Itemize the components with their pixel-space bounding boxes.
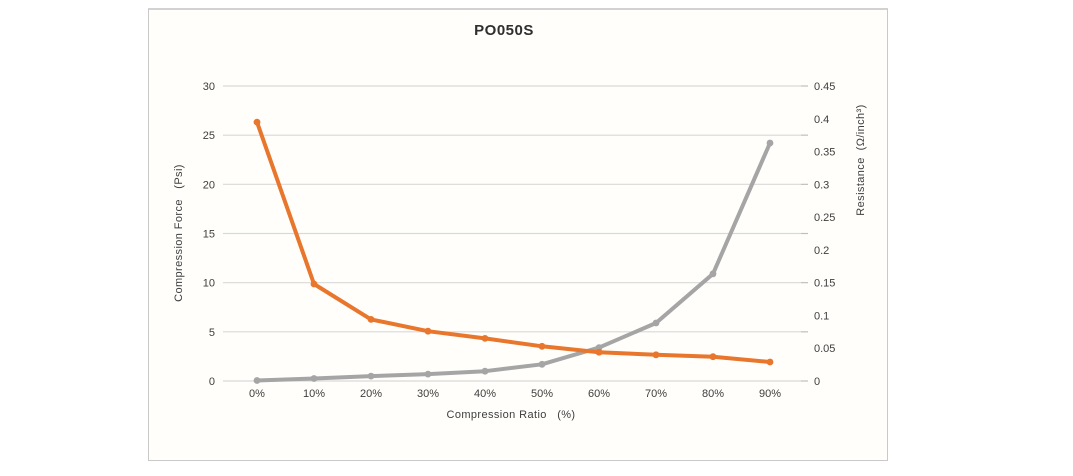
resistance-marker: [310, 280, 318, 288]
right-axis-tick-label: 0.15: [814, 278, 835, 290]
right-axis-tick-label: 0.1: [814, 310, 829, 322]
right-axis-tick-label: 0.3: [814, 179, 829, 191]
right-axis-tick-label: 0.4: [814, 114, 829, 126]
left-axis-tick-label: 0: [209, 376, 215, 388]
right-axis-tick-label: 0.2: [814, 245, 829, 257]
resistance-marker: [595, 348, 603, 356]
resistance-marker: [538, 342, 546, 350]
compression-force-marker: [538, 360, 546, 368]
left-axis-tick-label: 20: [203, 179, 215, 191]
x-axis-tick-label: 50%: [531, 388, 553, 400]
left-axis-tick-label: 30: [203, 81, 215, 93]
chart-canvas: 0 5 10 15 20 25 30 0 0.05 0.1 0.15 0.2 0.25 0.3 0.35 0.…: [203, 81, 836, 400]
resistance-marker: [424, 327, 432, 335]
x-axis-tick-label: 70%: [645, 388, 667, 400]
right-axis-tick-label: 0.35: [814, 147, 835, 159]
compression-force-line: [255, 141, 772, 383]
left-axis-tick-label: 25: [203, 130, 215, 142]
resistance-marker: [367, 316, 375, 323]
x-axis-tick-label: 20%: [360, 388, 382, 400]
right-axis-tick-label: 0.45: [814, 81, 835, 93]
resistance-marker: [253, 118, 261, 126]
x-axis-tick-label: 0%: [249, 388, 265, 400]
compression-force-marker: [367, 372, 375, 380]
compression-force-marker: [481, 367, 489, 375]
x-axis-tick-label: 10%: [303, 388, 325, 400]
x-axis-title: Compression Ratio (%): [446, 409, 576, 421]
chart-title: PO050S: [474, 22, 534, 39]
resistance-marker: [709, 353, 717, 361]
left-axis-tick-label: 15: [203, 229, 215, 241]
compression-force-marker: [253, 377, 261, 384]
x-axis-tick-label: 90%: [759, 388, 781, 400]
resistance-line: [255, 120, 772, 364]
resistance-marker: [766, 358, 774, 366]
right-axis-tick-label: 0.05: [814, 343, 835, 355]
x-axis-tick-label: 40%: [474, 388, 496, 400]
x-axis-tick-label: 30%: [417, 388, 439, 400]
x-axis-tick-label: 80%: [702, 388, 724, 400]
compression-force-marker: [652, 319, 660, 327]
compression-force-marker: [766, 139, 774, 147]
resistance-marker: [481, 335, 489, 342]
x-axis-tick-label: 60%: [588, 388, 610, 400]
right-axis-tick-label: 0: [814, 376, 820, 388]
right-axis-title: Resistance (Ω/inch³): [855, 104, 867, 216]
resistance-marker: [652, 351, 660, 359]
compression-force-marker: [709, 270, 717, 278]
compression-force-marker: [310, 375, 318, 382]
left-axis-tick-label: 10: [203, 278, 215, 290]
chart-container: PO050S Compression Force (Psi) Resistanc…: [148, 8, 888, 461]
left-axis-title: Compression Force (Psi): [173, 164, 185, 302]
compression-force-marker: [424, 370, 432, 378]
left-axis-tick-label: 5: [209, 327, 215, 339]
right-axis-tick-label: 0.25: [814, 212, 835, 224]
